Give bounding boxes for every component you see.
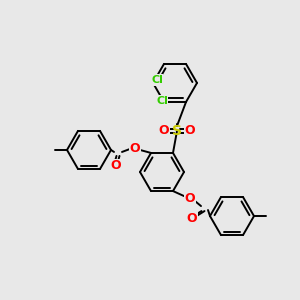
Text: O: O (187, 212, 197, 225)
Text: Cl: Cl (156, 96, 168, 106)
Text: Cl: Cl (151, 75, 163, 85)
Text: O: O (185, 124, 195, 137)
Text: O: O (111, 159, 121, 172)
Text: O: O (185, 192, 195, 205)
Text: S: S (172, 124, 182, 138)
Text: O: O (130, 142, 140, 155)
Text: O: O (159, 124, 169, 137)
